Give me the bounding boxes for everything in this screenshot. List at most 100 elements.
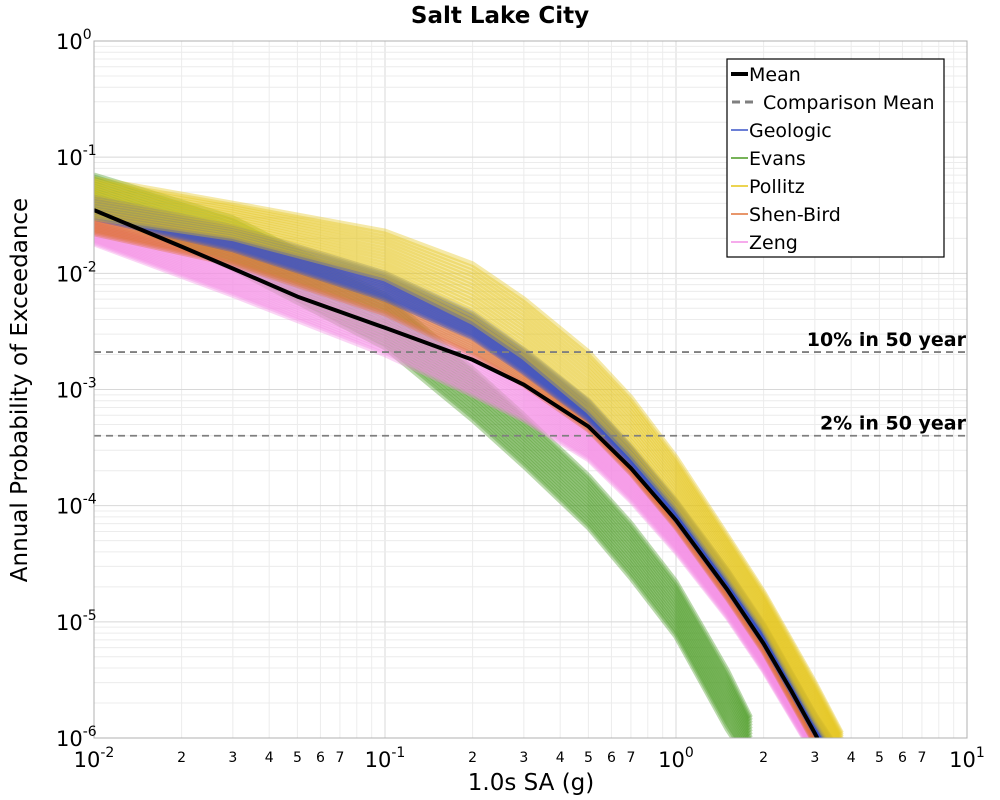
y-tick-exponent: -4	[83, 492, 97, 508]
x-minor-tick-label: 7	[626, 750, 635, 766]
series-curve	[94, 185, 843, 738]
legend-item-geologic: Geologic	[731, 120, 832, 142]
series-curve	[94, 207, 833, 738]
y-tick-base: 10	[56, 379, 83, 403]
series-curve	[94, 238, 809, 738]
series-curve	[94, 215, 829, 738]
x-minor-tick-label: 3	[810, 750, 819, 766]
series-curve	[94, 218, 819, 738]
legend-label: Comparison Mean	[763, 92, 935, 114]
series-curve	[94, 241, 808, 738]
series-curve	[94, 211, 828, 738]
series-curve	[94, 179, 753, 728]
x-tick-exponent: -1	[391, 745, 405, 761]
series-band-evans	[94, 172, 753, 738]
series-band-zeng	[94, 218, 819, 738]
legend-item-zeng: Zeng	[731, 232, 798, 254]
series-curve	[94, 187, 753, 738]
series-curve	[94, 224, 816, 738]
series-curve	[94, 190, 752, 738]
series-curve	[94, 194, 749, 738]
y-tick-exponent: -5	[83, 608, 97, 624]
y-tick-label: 10-5	[56, 608, 97, 635]
series-curve	[94, 196, 747, 738]
x-minor-tick-label: 4	[847, 750, 856, 766]
series-curve	[94, 193, 840, 738]
y-tick-base: 10	[56, 30, 83, 54]
series-curve	[94, 192, 751, 738]
y-tick-label: 10-6	[56, 724, 97, 751]
series-curve	[94, 205, 834, 738]
x-tick-base: 10	[658, 748, 685, 772]
x-tick-base: 10	[365, 748, 392, 772]
legend-label: Mean	[749, 64, 801, 86]
y-tick-base: 10	[56, 727, 83, 751]
series-curve	[94, 201, 743, 738]
series-curve	[94, 185, 753, 737]
x-tick-exponent: 0	[685, 745, 694, 761]
mean-curve	[94, 208, 820, 738]
legend-label: Geologic	[749, 120, 832, 142]
x-minor-tick-label: 5	[293, 750, 302, 766]
x-tick-base: 10	[949, 748, 976, 772]
series-curve	[94, 176, 844, 735]
series-curve	[94, 178, 844, 737]
x-tick-label: 100	[658, 745, 694, 772]
series-curve	[94, 181, 844, 738]
legend-label: Zeng	[749, 232, 798, 254]
legend-label: Shen-Bird	[749, 204, 841, 226]
y-tick-label: 10-1	[56, 143, 97, 170]
y-tick-exponent: -1	[83, 143, 97, 159]
series-curve	[94, 228, 814, 738]
series-curve	[94, 235, 811, 738]
series-curve	[94, 172, 753, 719]
series-band-pollitz	[94, 176, 844, 738]
series-curve	[94, 229, 813, 738]
series-curve	[94, 208, 830, 738]
series-curve	[94, 183, 753, 734]
series-curve	[94, 183, 844, 738]
y-tick-exponent: 0	[83, 27, 92, 43]
series-curve	[94, 198, 832, 738]
series-curve	[94, 213, 827, 738]
series-curve	[94, 212, 830, 738]
series-curve	[94, 207, 830, 738]
series-curve	[94, 220, 818, 738]
legend-item-comparison-mean: Comparison Mean	[732, 92, 935, 114]
reference-line-label: 2% in 50 year	[820, 413, 967, 435]
reference-lines: 10% in 50 year 2% in 50 year	[94, 329, 967, 437]
x-minor-tick-label: 7	[917, 750, 926, 766]
series-curve	[94, 201, 831, 738]
x-minor-tick-label: 3	[228, 750, 237, 766]
series-curve	[94, 195, 839, 738]
x-minor-tick-label: 7	[335, 750, 344, 766]
legend-box	[726, 58, 945, 258]
y-tick-exponent: -6	[83, 724, 97, 740]
x-minor-tick-label: 5	[584, 750, 593, 766]
series-curve	[94, 230, 815, 738]
series-curve	[94, 174, 753, 722]
x-minor-tick-label: 2	[177, 750, 186, 766]
series-curve	[94, 205, 829, 738]
x-minor-tick-label: 5	[875, 750, 884, 766]
series-curve	[94, 205, 739, 738]
series-curve	[94, 207, 737, 738]
mean-curve-layer	[94, 208, 820, 738]
x-minor-tick-label: 2	[759, 750, 768, 766]
legend-item-mean: Mean	[731, 64, 801, 86]
series-curve	[94, 232, 812, 738]
series-curve	[94, 208, 826, 738]
series-curve	[94, 206, 828, 738]
series-curve	[94, 202, 830, 738]
plot-frame	[93, 40, 968, 739]
series-curve	[94, 203, 829, 738]
series-curve	[94, 202, 835, 738]
chart-title: Salt Lake City	[411, 3, 589, 29]
series-curve	[94, 236, 810, 738]
legend-item-evans: Evans	[731, 148, 806, 170]
series-curve	[94, 221, 817, 738]
x-tick-label: 101	[949, 745, 985, 772]
x-minor-tick-label: 6	[607, 750, 616, 766]
